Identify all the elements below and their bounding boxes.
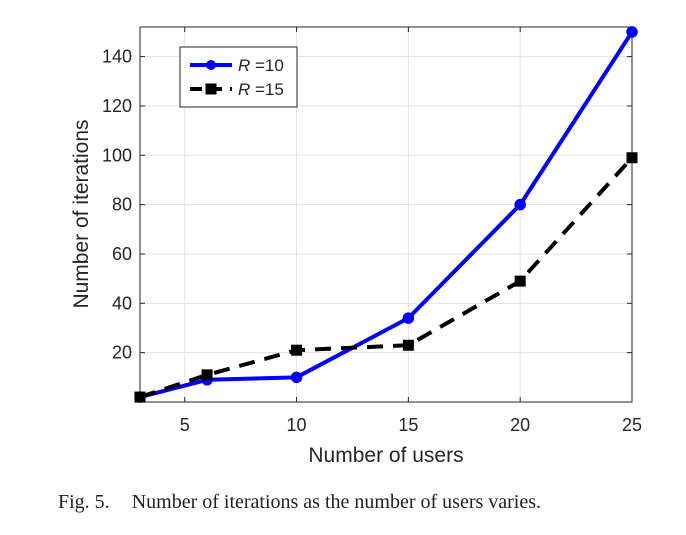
data-point xyxy=(402,312,415,324)
y-tick-label: 20 xyxy=(112,343,132,363)
x-tick-label: 15 xyxy=(398,415,418,435)
legend: R =10 R =15 xyxy=(179,46,298,108)
data-point xyxy=(402,339,414,351)
y-tick-label: 120 xyxy=(102,96,132,116)
y-tick-label: 140 xyxy=(102,47,132,67)
axis-ticks: 5 10 15 20 25 20 40 60 80 100 120 140 xyxy=(102,27,642,435)
y-tick-label: 100 xyxy=(102,145,132,165)
x-tick-label: 5 xyxy=(180,415,190,435)
x-axis-label: Number of users xyxy=(308,444,463,467)
caption-text: Number of iterations as the number of us… xyxy=(131,491,542,513)
data-point xyxy=(626,152,638,164)
figure-caption: Fig. 5. Number of iterations as the numbe… xyxy=(58,491,541,514)
series xyxy=(134,26,638,403)
x-tick-label: 20 xyxy=(510,415,530,435)
series-line xyxy=(139,156,634,399)
data-point xyxy=(134,391,146,403)
figure: 5 10 15 20 25 20 40 60 80 100 120 140 R =10 R =15 Nu… xyxy=(70,26,642,467)
data-point xyxy=(201,369,213,381)
x-tick-label: 25 xyxy=(622,415,642,435)
y-tick-label: 80 xyxy=(112,195,132,215)
data-point xyxy=(514,198,526,211)
x-tick-label: 10 xyxy=(287,415,307,435)
line-chart: 5 10 15 20 25 20 40 60 80 100 120 140 R =10 R =15 Nu… xyxy=(70,26,642,467)
legend-box xyxy=(179,46,298,108)
legend-marker xyxy=(206,60,216,70)
legend-label: R =10 xyxy=(238,56,284,75)
data-point xyxy=(291,344,303,356)
legend-marker xyxy=(205,83,217,95)
legend-label: R =15 xyxy=(238,80,284,99)
caption-label: Fig. 5. xyxy=(58,491,110,513)
data-point xyxy=(290,371,303,384)
data-point xyxy=(626,26,638,38)
series-2 xyxy=(134,152,638,403)
y-tick-label: 60 xyxy=(112,244,132,264)
plot-frame xyxy=(139,26,633,403)
y-axis-label: Number of iterations xyxy=(70,119,93,308)
data-point xyxy=(514,275,526,287)
y-tick-label: 40 xyxy=(112,293,132,313)
